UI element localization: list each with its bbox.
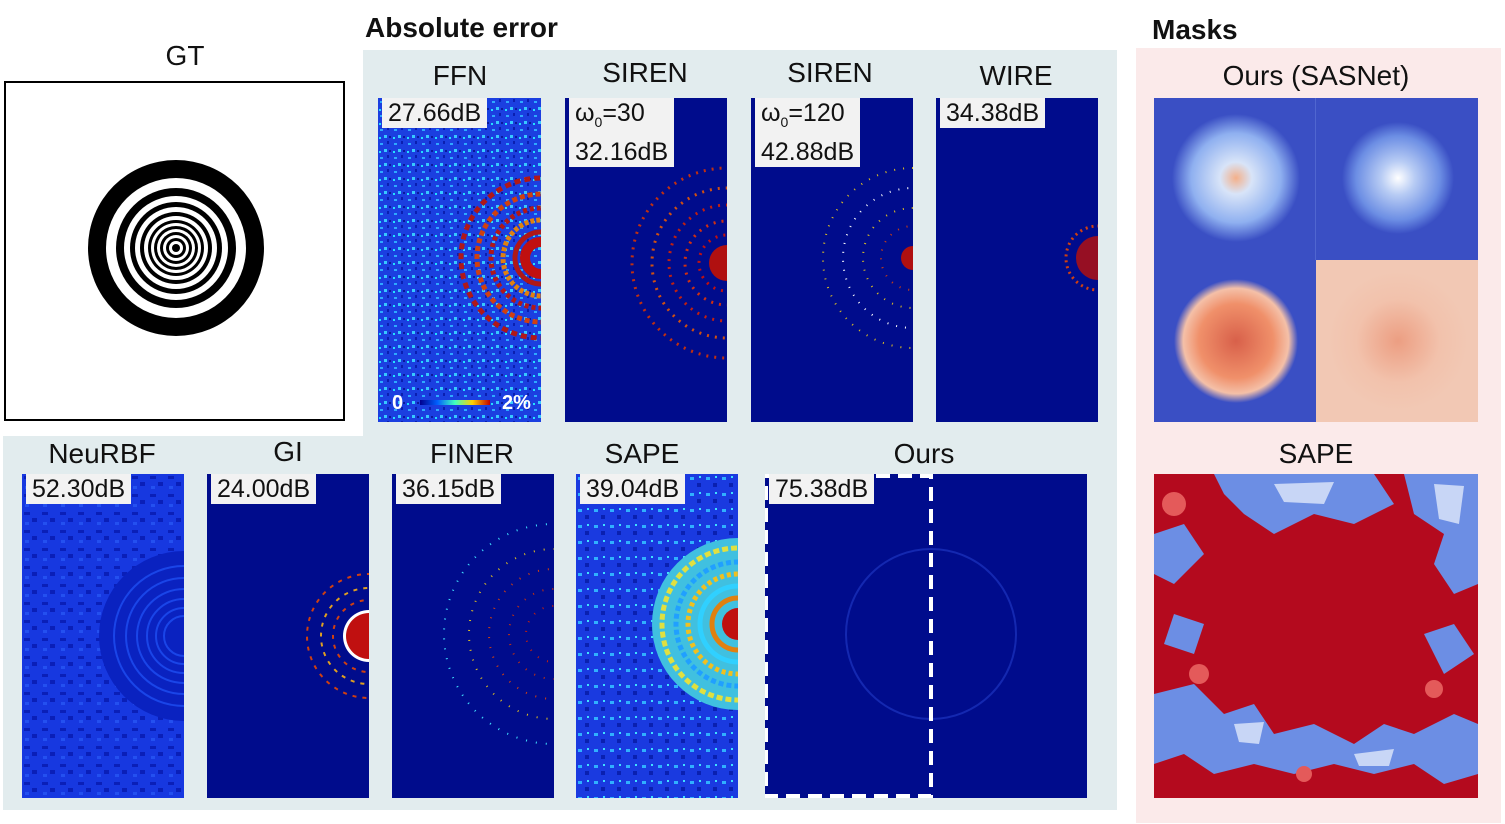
siren30-omega: ω bbox=[575, 99, 595, 127]
siren30-label: SIREN bbox=[602, 57, 688, 88]
siren30-error-map: ω0=30 32.16dB bbox=[565, 98, 727, 422]
masks-sape-texture bbox=[1154, 474, 1478, 798]
siren120-omega-sub: 0 bbox=[780, 114, 789, 130]
gi-psnr: 24.00dB bbox=[211, 474, 317, 504]
siren30-omega-val: =30 bbox=[602, 99, 645, 127]
wire-error-map: 34.38dB bbox=[936, 98, 1098, 422]
ours-error-map: 75.38dB bbox=[765, 474, 1087, 798]
wire-error-texture bbox=[1064, 224, 1098, 292]
neurbf-psnr: 52.30dB bbox=[26, 474, 132, 504]
ffn-label: FFN bbox=[432, 60, 488, 91]
finer-error-texture bbox=[443, 523, 554, 745]
siren30-psnr-value: 32.16dB bbox=[575, 138, 669, 166]
ours-label: Ours bbox=[893, 438, 955, 469]
siren30-psnr: ω0=30 32.16dB bbox=[569, 98, 675, 167]
colorbar-max: 2% bbox=[502, 392, 531, 414]
siren120-error-map: ω0=120 42.88dB bbox=[751, 98, 913, 422]
sape-label: SAPE bbox=[604, 438, 680, 469]
wire-psnr: 34.38dB bbox=[940, 98, 1046, 128]
wire-label: WIRE bbox=[979, 60, 1053, 91]
ours-psnr: 75.38dB bbox=[769, 474, 875, 504]
abs-error-title: Absolute error bbox=[365, 12, 558, 43]
siren120-error-texture bbox=[822, 167, 913, 349]
siren120-omega: ω bbox=[761, 99, 781, 127]
sape-error-map: 39.04dB bbox=[576, 474, 738, 798]
finer-label: FINER bbox=[430, 438, 514, 469]
sape-psnr: 39.04dB bbox=[580, 474, 686, 504]
ours-crop-box bbox=[765, 474, 933, 798]
siren30-omega-sub: 0 bbox=[594, 114, 603, 130]
ffn-error-map: 27.66dB 0 2% bbox=[378, 98, 541, 422]
masks-ours-quadrants bbox=[1154, 98, 1478, 422]
gt-image bbox=[4, 81, 345, 421]
masks-ours-grid bbox=[1154, 98, 1478, 422]
siren120-psnr-value: 42.88dB bbox=[761, 138, 855, 166]
neurbf-error-map: 52.30dB bbox=[22, 474, 184, 798]
masks-sape-label: SAPE bbox=[1278, 438, 1354, 469]
gt-label: GT bbox=[165, 40, 205, 71]
ffn-error-texture bbox=[378, 98, 541, 422]
gi-error-texture bbox=[306, 573, 369, 699]
finer-psnr: 36.15dB bbox=[396, 474, 502, 504]
sape-error-texture bbox=[576, 474, 738, 798]
siren120-omega-val: =120 bbox=[788, 99, 845, 127]
ours-error-texture bbox=[765, 474, 1017, 798]
gi-label: GI bbox=[273, 436, 303, 467]
finer-error-map: 36.15dB bbox=[392, 474, 554, 798]
masks-sape-map bbox=[1154, 474, 1478, 798]
neurbf-label: NeuRBF bbox=[48, 438, 156, 469]
gt-target-pattern bbox=[88, 160, 264, 336]
siren30-error-texture bbox=[630, 166, 727, 360]
colorbar-min: 0 bbox=[392, 392, 404, 414]
neurbf-error-texture bbox=[22, 474, 184, 798]
gi-error-map: 24.00dB bbox=[207, 474, 369, 798]
siren120-psnr: ω0=120 42.88dB bbox=[755, 98, 861, 167]
masks-ours-label: Ours (SASNet) bbox=[1222, 60, 1410, 91]
siren120-label: SIREN bbox=[787, 57, 873, 88]
ffn-psnr: 27.66dB bbox=[382, 98, 488, 128]
masks-title: Masks bbox=[1152, 14, 1238, 45]
